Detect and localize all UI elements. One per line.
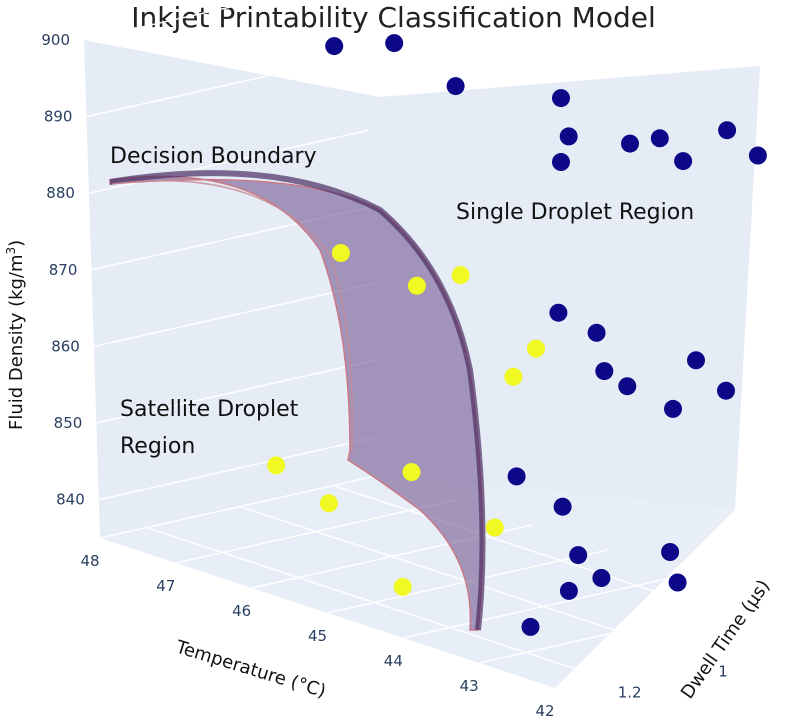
- satellite-droplet-point[interactable]: [485, 518, 504, 537]
- single-droplet-point[interactable]: [748, 146, 767, 165]
- single-droplet-point[interactable]: [717, 381, 735, 400]
- z-tick-label: 860: [51, 337, 80, 355]
- z-axis-label-superscript: 3: [4, 247, 18, 255]
- satellite-droplet-point[interactable]: [402, 463, 421, 482]
- single-droplet-point[interactable]: [592, 569, 611, 587]
- single-droplet-point[interactable]: [325, 37, 344, 56]
- single-droplet-point[interactable]: [521, 617, 540, 636]
- single-droplet-point[interactable]: [674, 152, 693, 171]
- single-droplet-point[interactable]: [507, 467, 526, 486]
- y-axis-ticks: 0.811.2: [618, 663, 728, 702]
- x-tick-label: 48: [80, 552, 99, 570]
- annotation-satellite-region-line2: Region: [120, 434, 195, 459]
- satellite-droplet-point[interactable]: [331, 244, 350, 262]
- single-droplet-point[interactable]: [718, 121, 737, 140]
- satellite-droplet-point[interactable]: [407, 276, 426, 295]
- satellite-droplet-point[interactable]: [527, 339, 545, 358]
- single-droplet-point[interactable]: [385, 34, 404, 53]
- pane-floor: [100, 475, 735, 688]
- z-axis-label-end: ): [6, 240, 27, 247]
- annotation-satellite-region-line1: Satellite Droplet: [120, 397, 299, 422]
- single-droplet-point[interactable]: [621, 134, 639, 153]
- z-tick-label: 870: [49, 261, 78, 279]
- single-droplet-point[interactable]: [569, 546, 588, 565]
- single-droplet-point[interactable]: [552, 89, 570, 108]
- single-droplet-point[interactable]: [552, 153, 570, 171]
- satellite-droplet-point[interactable]: [267, 456, 286, 475]
- x-tick-label: 47: [156, 577, 175, 595]
- satellite-droplet-point[interactable]: [451, 266, 470, 285]
- single-droplet-point[interactable]: [664, 399, 682, 418]
- x-axis-label: Temperature (°C): [173, 636, 329, 702]
- x-tick-label: 42: [535, 702, 554, 718]
- z-tick-label: 880: [46, 184, 75, 202]
- single-droplet-point[interactable]: [446, 77, 465, 96]
- x-tick-label: 44: [384, 652, 403, 670]
- z-tick-label: 840: [56, 491, 85, 509]
- single-droplet-point[interactable]: [650, 129, 669, 148]
- single-droplet-point[interactable]: [661, 543, 680, 561]
- z-tick-label: 900: [41, 31, 70, 49]
- satellite-droplet-point[interactable]: [319, 494, 338, 513]
- data-points: [267, 34, 767, 636]
- z-tick-label: 890: [44, 108, 73, 126]
- z-axis-ticks: 840 850 860 870 880 890 900: [41, 31, 84, 509]
- satellite-droplet-point[interactable]: [393, 577, 412, 596]
- x-tick-label: 46: [232, 602, 251, 620]
- single-droplet-point[interactable]: [549, 303, 568, 322]
- annotation-single-droplet-region: Single Droplet Region: [456, 200, 694, 225]
- single-droplet-point[interactable]: [559, 581, 578, 600]
- single-droplet-point[interactable]: [595, 362, 614, 381]
- single-droplet-point[interactable]: [553, 497, 572, 516]
- z-axis-label: Fluid Density (kg/m3): [4, 240, 27, 430]
- z-axis-label-main: Fluid Density (kg/m: [6, 254, 27, 430]
- single-droplet-point[interactable]: [687, 351, 705, 370]
- annotation-decision-boundary: Decision Boundary: [110, 144, 317, 169]
- x-tick-label: 45: [308, 627, 327, 645]
- y-axis-label: Dwell Time (µs): [677, 576, 775, 703]
- z-tick-label: 850: [54, 414, 83, 432]
- chart-title: Inkjet Printability Classification Model: [131, 1, 656, 34]
- decision-boundary-surface: [109, 170, 486, 631]
- single-droplet-point[interactable]: [587, 323, 606, 342]
- x-tick-label: 43: [460, 677, 479, 695]
- single-droplet-point[interactable]: [618, 377, 637, 396]
- single-droplet-point[interactable]: [668, 573, 687, 592]
- y-tick-label: 1.2: [618, 684, 642, 702]
- satellite-droplet-point[interactable]: [504, 367, 523, 386]
- pane-back-left: [84, 40, 380, 538]
- x-axis-ticks: 48 47 46 45 44 43 42: [80, 552, 554, 718]
- single-droplet-point[interactable]: [559, 127, 578, 146]
- y-tick-label: 1: [718, 663, 728, 681]
- grid-lines: [83, 0, 787, 689]
